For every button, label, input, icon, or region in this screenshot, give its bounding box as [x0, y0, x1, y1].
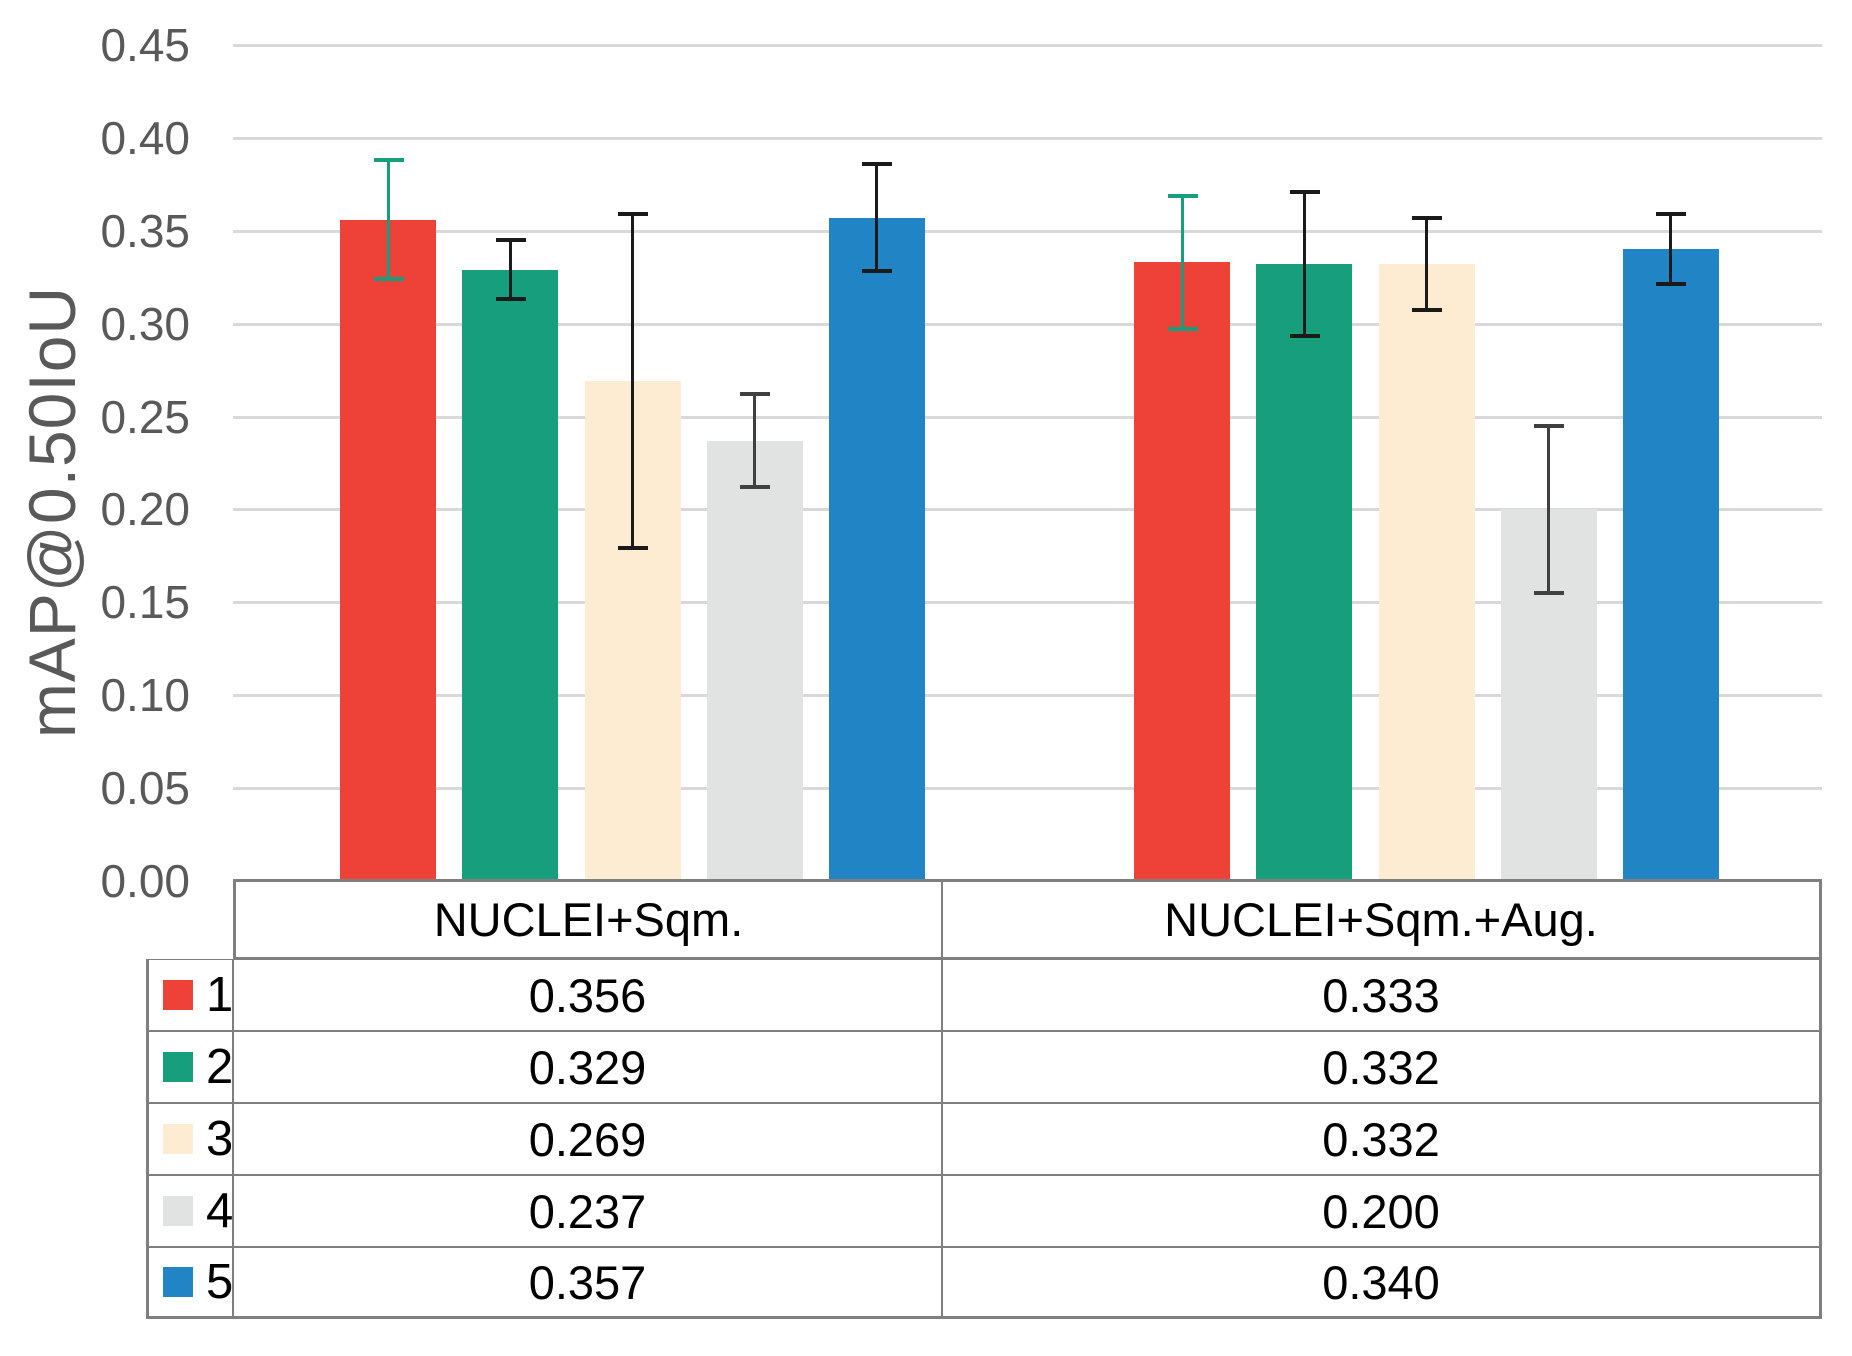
y-tick-label: 0.30	[100, 297, 190, 350]
gridline	[233, 508, 1822, 512]
error-bar-series-5-aug	[1656, 212, 1687, 287]
table-row: 2 0.329 0.332	[146, 1031, 1822, 1103]
gridline	[233, 601, 1822, 605]
table-cell: 0.333	[942, 959, 1822, 1031]
gridline	[233, 787, 1822, 791]
y-tick-label: 0.10	[100, 669, 190, 722]
legend-label: 1	[206, 968, 234, 1022]
table-cell: 0.357	[233, 1247, 942, 1319]
bar-series-3-aug	[1378, 264, 1475, 881]
table-cell: 0.237	[233, 1175, 942, 1247]
bar-series-5-sqm	[828, 217, 925, 881]
error-bar-series-4-sqm	[740, 392, 771, 489]
table-cell: 0.269	[233, 1103, 942, 1175]
bar-series-2-sqm	[462, 269, 559, 881]
y-tick-label: 0.20	[100, 483, 190, 536]
gridline	[233, 43, 1822, 47]
table-cell: 0.332	[942, 1103, 1822, 1175]
y-tick-label: 0.05	[100, 762, 190, 815]
legend-label: 5	[206, 1255, 234, 1309]
y-tick-label: 0.15	[100, 576, 190, 629]
table-row: 1 0.356 0.333	[146, 959, 1822, 1031]
legend-swatch-series-4-icon	[163, 1196, 193, 1226]
legend-swatch-series-2-icon	[163, 1052, 193, 1082]
table-row: 4 0.237 0.200	[146, 1175, 1822, 1247]
table-row: 5 0.357 0.340	[146, 1247, 1822, 1319]
table-cell: 0.332	[942, 1031, 1822, 1103]
table-body: 1 0.356 0.333 2 0.329 0.332 3 0.269 0.33…	[146, 959, 1822, 1319]
error-bar-series-1-aug	[1167, 193, 1198, 332]
gridline	[233, 415, 1822, 419]
y-tick-label: 0.25	[100, 390, 190, 443]
bar-series-5-aug	[1622, 249, 1719, 881]
table-cell: 0.329	[233, 1031, 942, 1103]
legend-label: 2	[206, 1040, 234, 1094]
table-header-nuclei-sqm: NUCLEI+Sqm.	[233, 879, 942, 959]
legend-label: 3	[206, 1112, 234, 1166]
table-header-row: NUCLEI+Sqm. NUCLEI+Sqm.+Aug.	[233, 879, 1822, 959]
table-cell: 0.200	[942, 1175, 1822, 1247]
gridline	[233, 229, 1822, 233]
error-bar-series-3-aug	[1412, 215, 1442, 313]
y-tick-label: 0.40	[100, 111, 190, 164]
legend-cell-series-3: 3	[146, 1103, 233, 1175]
table-header-nuclei-sqm-aug: NUCLEI+Sqm.+Aug.	[942, 879, 1822, 959]
error-bar-series-4-aug	[1534, 423, 1565, 595]
error-bar-series-2-aug	[1289, 189, 1320, 339]
gridline	[233, 322, 1822, 326]
legend-swatch-series-5-icon	[163, 1267, 193, 1297]
y-tick-label: 0.45	[100, 18, 190, 71]
error-bar-series-3-sqm	[618, 212, 648, 551]
gridline	[233, 694, 1822, 698]
bar-series-1-sqm	[340, 219, 437, 881]
table-cell: 0.340	[942, 1247, 1822, 1319]
legend-cell-series-5: 5	[146, 1247, 233, 1319]
bar-series-2-aug	[1256, 264, 1353, 881]
legend-swatch-series-3-icon	[163, 1124, 193, 1154]
table-row: 3 0.269 0.332	[146, 1103, 1822, 1175]
legend-cell-series-2: 2	[146, 1031, 233, 1103]
error-bar-series-5-sqm	[862, 161, 893, 274]
error-bar-series-1-sqm	[373, 158, 404, 281]
legend-cell-series-4: 4	[146, 1175, 233, 1247]
y-tick-label: 0.35	[100, 204, 190, 257]
bar-series-1-aug	[1134, 262, 1231, 881]
table-cell: 0.356	[233, 959, 942, 1031]
legend-swatch-series-1-icon	[163, 980, 193, 1010]
y-axis-title: mAP@0.50IoU	[15, 285, 89, 739]
y-tick-label: 0.00	[100, 855, 190, 907]
legend-cell-series-1: 1	[146, 959, 233, 1031]
gridline	[233, 136, 1822, 140]
bar-series-4-sqm	[706, 440, 803, 881]
legend-label: 4	[206, 1184, 234, 1238]
error-bar-series-2-sqm	[495, 238, 526, 302]
